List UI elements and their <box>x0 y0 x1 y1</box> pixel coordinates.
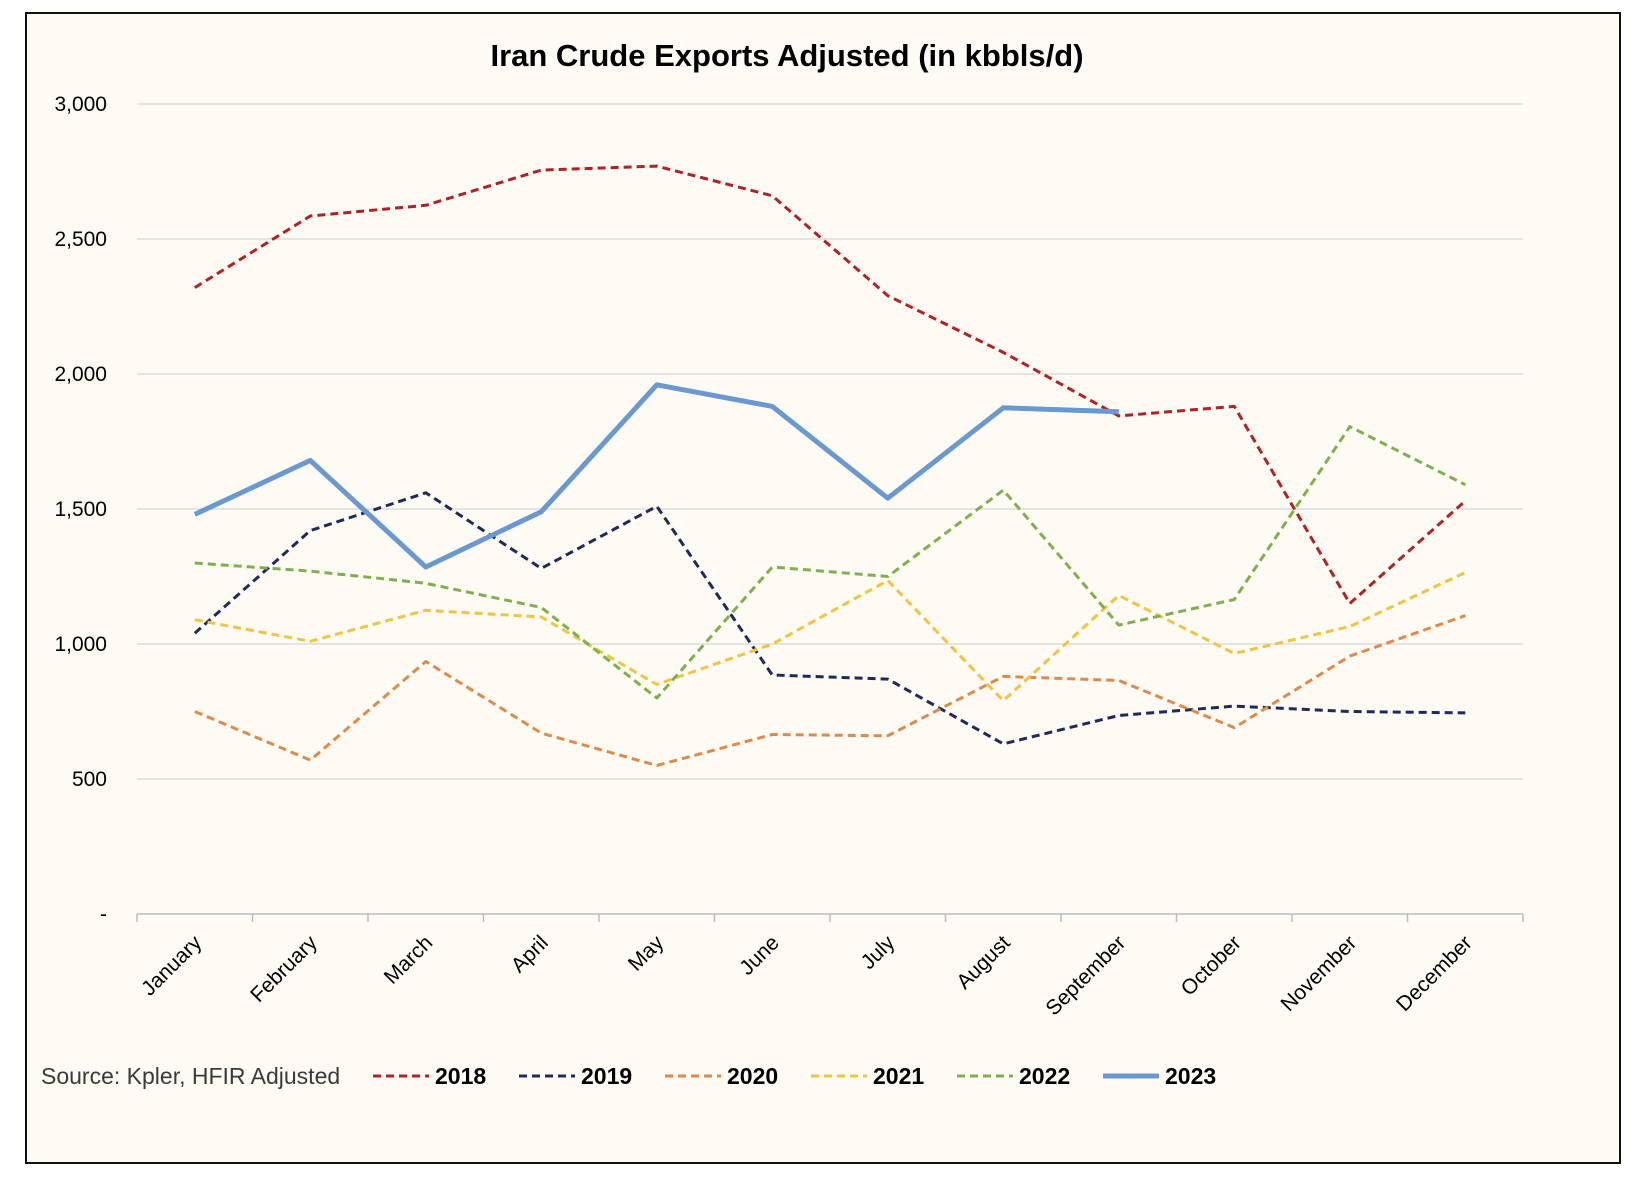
x-tick-label: December <box>1392 931 1477 1016</box>
line-chart: Iran Crude Exports Adjusted (in kbbls/d)… <box>41 38 1524 1089</box>
legend: 2018 2019 2020 2021 2022 2023 <box>373 1063 1216 1089</box>
y-tick-label: 2,000 <box>54 363 107 386</box>
y-tick-label: 2,500 <box>54 228 107 251</box>
x-tick-label: February <box>246 931 322 1007</box>
gridlines <box>137 103 1523 780</box>
x-axis-tick-labels: January February March April May June July Augu… <box>137 931 1477 1020</box>
source-note: Source: Kpler, HFIR Adjusted <box>41 1063 340 1089</box>
chart-title: Iran Crude Exports Adjusted (in kbbls/d) <box>490 38 1083 73</box>
series-line-2021 <box>194 571 1466 703</box>
x-tick-label: May <box>624 931 669 976</box>
y-tick-label: - <box>100 903 107 926</box>
series-line-2020 <box>194 614 1466 767</box>
x-tick-label: January <box>137 931 206 1000</box>
series-line-2022 <box>194 425 1466 700</box>
x-tick-label: April <box>507 931 553 977</box>
x-tick-label: October <box>1177 931 1246 1000</box>
x-tick-label: November <box>1277 931 1362 1016</box>
y-tick-label: 3,000 <box>54 93 107 116</box>
x-tick-label: June <box>735 931 783 979</box>
y-tick-label: 1,000 <box>54 633 107 656</box>
x-axis <box>136 913 1524 922</box>
legend-label-2018: 2018 <box>435 1063 486 1089</box>
x-tick-label: August <box>952 931 1015 994</box>
x-tick-label: September <box>1041 931 1130 1020</box>
legend-label-2021: 2021 <box>873 1063 924 1089</box>
y-tick-label: 1,500 <box>54 498 107 521</box>
series-line-2018 <box>194 164 1467 605</box>
chart-frame: Iran Crude Exports Adjusted (in kbbls/d)… <box>25 12 1621 1164</box>
series-line-2019 <box>193 491 1466 746</box>
legend-label-2023: 2023 <box>1165 1063 1216 1089</box>
y-axis-tick-labels: - 500 1,000 1,500 2,000 2,500 3,000 <box>54 93 107 926</box>
legend-label-2019: 2019 <box>581 1063 632 1089</box>
x-tick-label: July <box>857 931 900 974</box>
legend-label-2022: 2022 <box>1019 1063 1070 1089</box>
series-lines <box>193 164 1467 767</box>
legend-label-2020: 2020 <box>727 1063 778 1089</box>
x-tick-label: March <box>380 931 438 989</box>
series-line-2023 <box>193 382 1119 570</box>
y-tick-label: 500 <box>72 768 107 791</box>
